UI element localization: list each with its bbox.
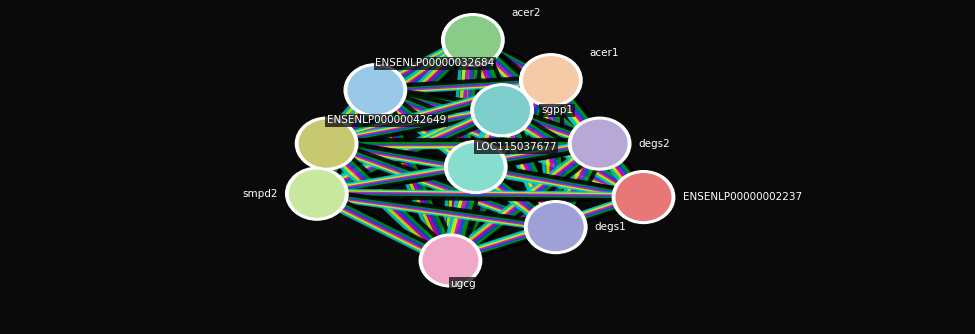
Ellipse shape — [445, 141, 507, 193]
Ellipse shape — [348, 67, 403, 114]
Text: acer1: acer1 — [590, 48, 619, 58]
Ellipse shape — [528, 204, 583, 250]
Ellipse shape — [568, 117, 631, 170]
Text: degs2: degs2 — [639, 139, 671, 149]
Text: ENSENLP00000032684: ENSENLP00000032684 — [375, 58, 494, 68]
Ellipse shape — [572, 120, 627, 167]
Ellipse shape — [475, 87, 529, 134]
Ellipse shape — [525, 201, 587, 254]
Ellipse shape — [616, 174, 671, 220]
Text: degs1: degs1 — [595, 222, 627, 232]
Ellipse shape — [446, 17, 500, 63]
Text: ENSENLP00000042649: ENSENLP00000042649 — [327, 115, 446, 125]
Ellipse shape — [423, 237, 478, 284]
Text: sgpp1: sgpp1 — [541, 105, 573, 115]
Ellipse shape — [295, 117, 358, 170]
Ellipse shape — [471, 84, 533, 137]
Ellipse shape — [442, 14, 504, 66]
Text: ENSENLP00000002237: ENSENLP00000002237 — [682, 192, 801, 202]
Text: smpd2: smpd2 — [243, 189, 278, 199]
Ellipse shape — [419, 234, 482, 287]
Ellipse shape — [344, 64, 407, 117]
Ellipse shape — [286, 167, 348, 220]
Ellipse shape — [524, 57, 578, 104]
Ellipse shape — [612, 171, 675, 223]
Ellipse shape — [520, 54, 582, 107]
Ellipse shape — [448, 144, 503, 190]
Text: ugcg: ugcg — [450, 279, 476, 289]
Text: acer2: acer2 — [512, 8, 541, 18]
Ellipse shape — [299, 120, 354, 167]
Ellipse shape — [290, 170, 344, 217]
Text: LOC115037677: LOC115037677 — [476, 142, 557, 152]
